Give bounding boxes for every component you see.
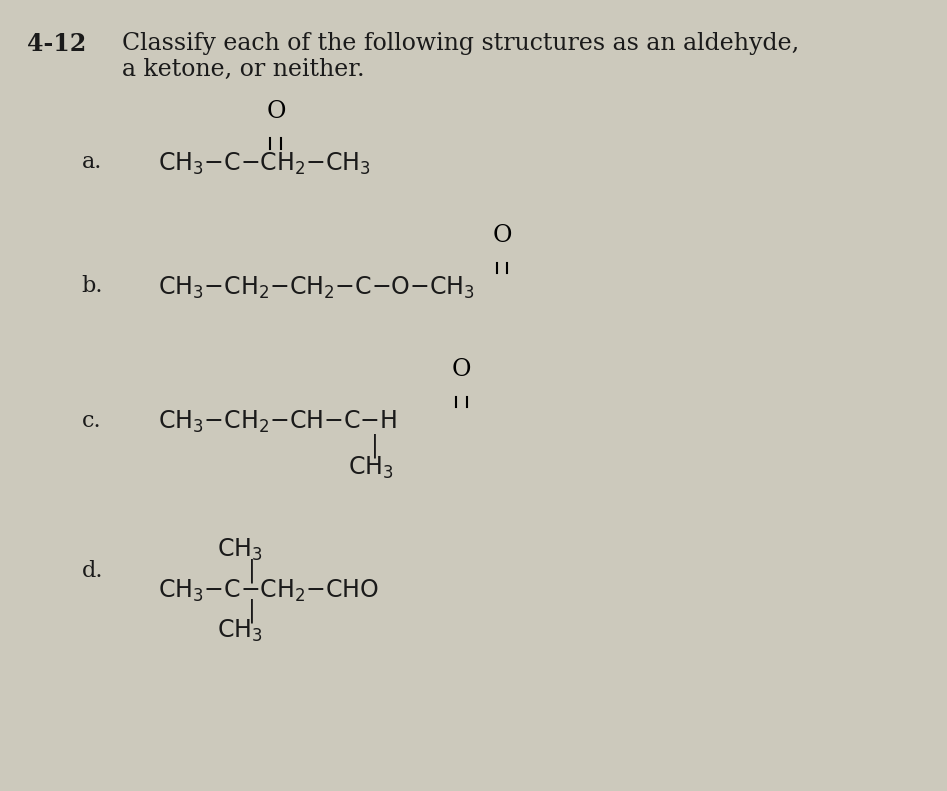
- Text: $\mathrm{CH_3}$: $\mathrm{CH_3}$: [348, 455, 394, 482]
- Text: |: |: [247, 559, 256, 583]
- Text: d.: d.: [81, 560, 103, 582]
- Text: O: O: [452, 358, 471, 381]
- Text: $\mathrm{CH_3{-}C{-}CH_2{-}CHO}$: $\mathrm{CH_3{-}C{-}CH_2{-}CHO}$: [158, 577, 380, 604]
- Text: $\mathrm{CH_3{-}C{-}CH_2{-}CH_3}$: $\mathrm{CH_3{-}C{-}CH_2{-}CH_3}$: [158, 150, 371, 177]
- Text: O: O: [492, 224, 511, 247]
- Text: O: O: [266, 100, 286, 123]
- Text: |: |: [247, 599, 256, 623]
- Text: Classify each of the following structures as an aldehyde,
a ketone, or neither.: Classify each of the following structure…: [122, 32, 799, 81]
- Text: b.: b.: [81, 275, 103, 297]
- Text: 4-12: 4-12: [27, 32, 86, 55]
- Text: |: |: [371, 433, 380, 457]
- Text: $\mathrm{CH_3{-}CH_2{-}CH_2{-}C{-}O{-}CH_3}$: $\mathrm{CH_3{-}CH_2{-}CH_2{-}C{-}O{-}CH…: [158, 274, 475, 301]
- Text: $\mathrm{CH_3{-}CH_2{-}CH{-}C{-}H}$: $\mathrm{CH_3{-}CH_2{-}CH{-}C{-}H}$: [158, 409, 397, 436]
- Text: c.: c.: [81, 410, 101, 432]
- Text: $\mathrm{CH_3}$: $\mathrm{CH_3}$: [217, 618, 262, 645]
- Text: $\mathrm{CH_3}$: $\mathrm{CH_3}$: [217, 536, 262, 563]
- Text: a.: a.: [81, 151, 101, 173]
